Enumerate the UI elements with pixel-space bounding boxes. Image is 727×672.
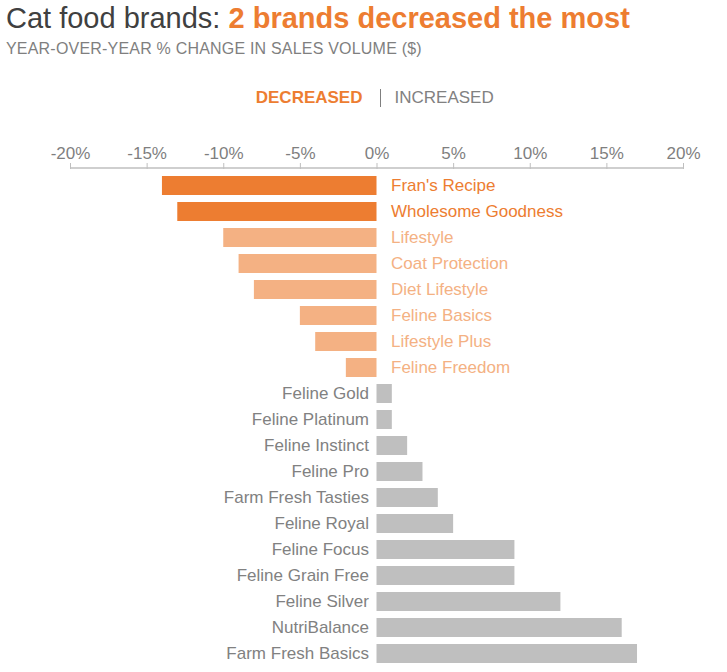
svg-text:0%: 0% bbox=[365, 144, 390, 163]
html-text:YEAR-OVER-YEAR % CHANGE IN SAL: YEAR-OVER-YEAR % CHANGE IN SALES VOLUME … bbox=[6, 40, 422, 57]
svg-text:Coat Protection: Coat Protection bbox=[391, 254, 508, 273]
svg-text:Feline Gold: Feline Gold bbox=[282, 384, 369, 403]
svg-text:Feline Freedom: Feline Freedom bbox=[391, 358, 510, 377]
svg-text:Lifestyle: Lifestyle bbox=[391, 228, 453, 247]
svg-text:Feline Pro: Feline Pro bbox=[292, 462, 369, 481]
svg-text:-15%: -15% bbox=[127, 144, 167, 163]
svg-text:Feline Grain Free: Feline Grain Free bbox=[237, 566, 369, 585]
svg-text:15%: 15% bbox=[590, 144, 624, 163]
svg-text:10%: 10% bbox=[513, 144, 547, 163]
svg-text:Feline Silver: Feline Silver bbox=[275, 592, 369, 611]
svg-text:Feline Focus: Feline Focus bbox=[272, 540, 369, 559]
svg-text:Lifestyle Plus: Lifestyle Plus bbox=[391, 332, 491, 351]
svg-text:20%: 20% bbox=[666, 144, 700, 163]
svg-text:Fran's Recipe: Fran's Recipe bbox=[391, 176, 495, 195]
svg-text:Diet Lifestyle: Diet Lifestyle bbox=[391, 280, 488, 299]
html-text:Cat food brands: 2 brands decr: Cat food brands: 2 brands decreased the … bbox=[6, 2, 630, 34]
svg-text:Farm Fresh Basics: Farm Fresh Basics bbox=[226, 644, 369, 663]
svg-text:-5%: -5% bbox=[285, 144, 315, 163]
svg-text:Feline Basics: Feline Basics bbox=[391, 306, 492, 325]
html-text:DECREASED: DECREASED bbox=[255, 88, 363, 107]
svg-text:NutriBalance: NutriBalance bbox=[272, 618, 369, 637]
html-text:INCREASED: INCREASED bbox=[394, 88, 494, 107]
svg-text:Farm Fresh Tasties: Farm Fresh Tasties bbox=[224, 488, 369, 507]
svg-text:-10%: -10% bbox=[204, 144, 244, 163]
svg-text:Feline Instinct: Feline Instinct bbox=[264, 436, 369, 455]
svg-text:Wholesome Goodness: Wholesome Goodness bbox=[391, 202, 563, 221]
svg-text:-20%: -20% bbox=[51, 144, 91, 163]
svg-text:Feline Royal: Feline Royal bbox=[275, 514, 370, 533]
svg-text:5%: 5% bbox=[441, 144, 466, 163]
svg-text:Feline Platinum: Feline Platinum bbox=[252, 410, 369, 429]
